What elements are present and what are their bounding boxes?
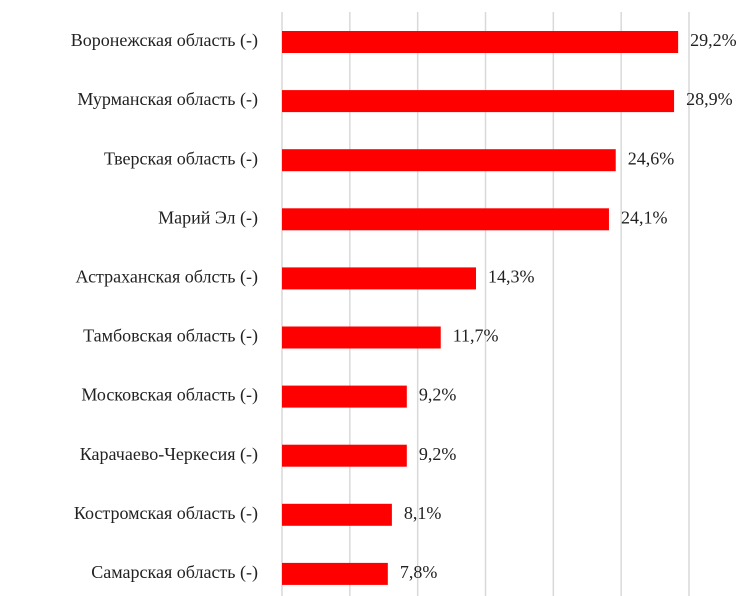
bar <box>282 385 407 408</box>
y-tick-label: Самарская область (-) <box>91 562 258 583</box>
y-tick-label: Мурманская область (-) <box>77 89 258 110</box>
value-label: 9,2% <box>419 385 457 405</box>
value-label: 24,1% <box>621 207 668 227</box>
value-label: 29,2% <box>690 30 737 50</box>
y-tick-label: Воронежская область (-) <box>71 30 258 51</box>
value-label: 7,8% <box>400 562 438 582</box>
bar <box>282 562 388 585</box>
value-label: 28,9% <box>686 89 733 109</box>
value-label: 24,6% <box>628 148 675 168</box>
bar <box>282 90 675 113</box>
y-tick-label: Астраханская облсть (-) <box>76 267 258 288</box>
bar <box>282 31 679 53</box>
value-label: 8,1% <box>404 503 442 523</box>
bar <box>282 208 609 231</box>
value-label: 11,7% <box>453 326 499 346</box>
bar <box>282 149 616 172</box>
y-tick-label: Костромская область (-) <box>74 503 258 524</box>
y-tick-label: Московская область (-) <box>81 385 258 406</box>
bar <box>282 444 407 467</box>
y-tick-label: Марий Эл (-) <box>158 207 258 228</box>
bar <box>282 267 477 290</box>
bar <box>282 503 392 526</box>
y-tick-label: Карачаево-Черкесия (-) <box>80 444 258 465</box>
y-tick-label: Тамбовская область (-) <box>83 326 258 347</box>
value-label: 14,3% <box>488 267 534 287</box>
y-tick-label: Тверская область (-) <box>104 148 258 169</box>
bar <box>282 326 441 349</box>
value-label: 9,2% <box>419 444 457 464</box>
